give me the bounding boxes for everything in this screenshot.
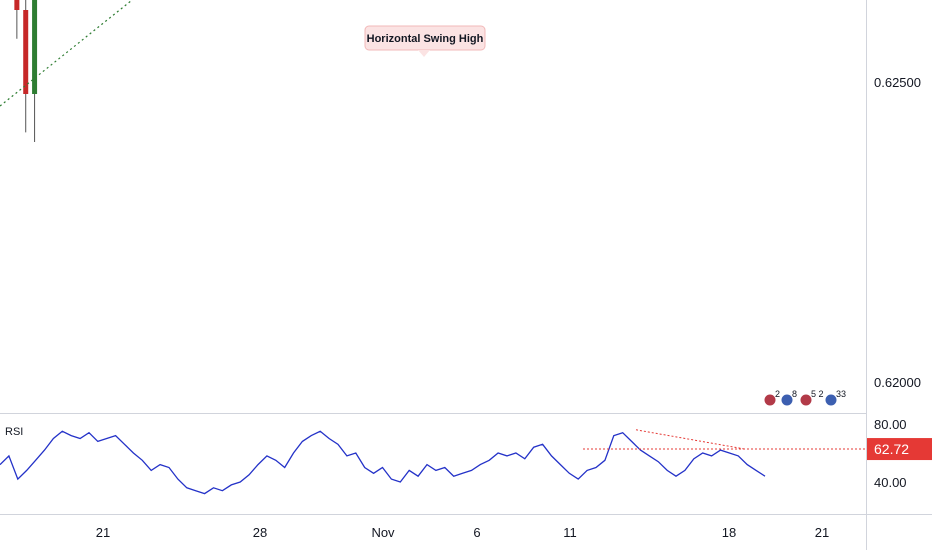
svg-text:5 2: 5 2 <box>811 389 824 399</box>
rsi-line <box>0 430 766 495</box>
time-axis[interactable]: 21 28 Nov 6 11 18 21 <box>96 525 829 540</box>
usd-flag-icon[interactable]: 5 2 <box>799 389 824 407</box>
time-tick-label: 6 <box>473 525 480 540</box>
legend-badges[interactable]: 2 8 5 2 33 <box>763 389 846 407</box>
candle <box>32 0 38 142</box>
rsi-tick-label: 80.00 <box>874 417 907 432</box>
swing-high-callout: Horizontal Swing High <box>364 25 486 57</box>
nzd-flag-icon[interactable]: 33 <box>824 389 846 407</box>
svg-text:Horizontal Swing High: Horizontal Swing High <box>367 33 484 45</box>
price-tick-label: 0.62000 <box>874 375 921 390</box>
time-tick-label: 21 <box>815 525 829 540</box>
rsi-title: RSI <box>5 426 23 438</box>
rsi-current-tag: 62.72 <box>867 438 932 461</box>
rising-trendline <box>0 0 134 107</box>
annotations: 61.80%78.60%Horizontal Swing High0.786(0… <box>364 25 486 57</box>
rsi-tick-label: 40.00 <box>874 475 907 490</box>
price-axis[interactable]: 0.645000.640000.635000.630000.625000.620… <box>867 0 932 490</box>
usd-flag-icon[interactable]: 8 <box>780 389 797 407</box>
price-tick-label: 0.62500 <box>874 75 921 90</box>
svg-text:62.72: 62.72 <box>874 441 909 457</box>
time-tick-label: 18 <box>722 525 736 540</box>
svg-text:8: 8 <box>792 389 797 399</box>
svg-text:33: 33 <box>836 389 846 399</box>
main-price-panel[interactable] <box>6 0 773 142</box>
rsi-panel[interactable]: RSI <box>0 426 866 495</box>
level-lines: 2nd Resistance ★★1st Resistance ★★1st Su… <box>0 0 134 107</box>
time-tick-label: 21 <box>96 525 110 540</box>
candle <box>14 0 20 39</box>
time-tick-label: 11 <box>563 525 577 540</box>
time-tick-label: Nov <box>371 525 395 540</box>
candle <box>23 0 29 133</box>
rsi-trendline <box>635 429 746 450</box>
time-tick-label: 28 <box>253 525 267 540</box>
svg-text:2: 2 <box>775 389 780 399</box>
nzd-flag-icon[interactable]: 2 <box>763 389 780 407</box>
